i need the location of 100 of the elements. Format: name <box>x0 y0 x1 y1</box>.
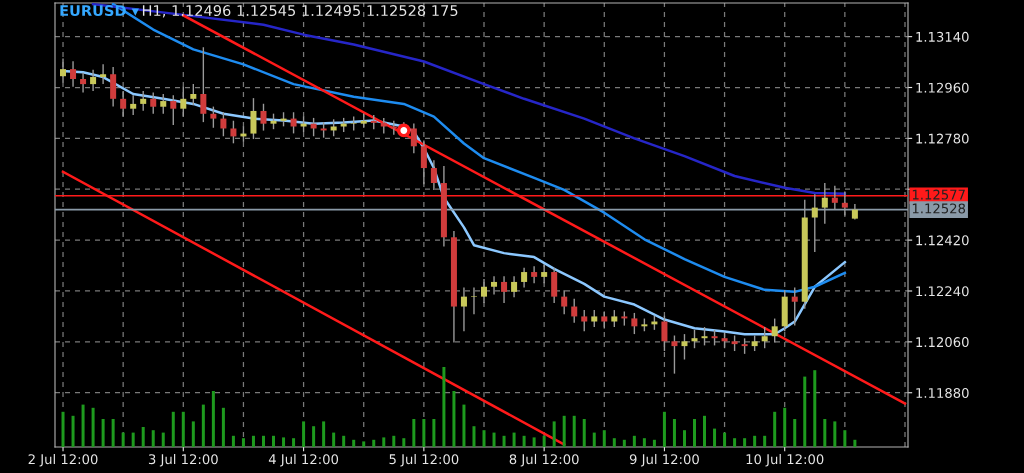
bar <box>823 419 827 447</box>
bar <box>472 426 476 447</box>
bar <box>723 432 727 447</box>
bar <box>312 426 316 447</box>
bar <box>512 432 516 447</box>
x-tick-label: 9 Jul 12:00 <box>629 453 699 467</box>
candlestick <box>210 106 217 128</box>
candlestick <box>100 64 107 84</box>
bar <box>672 419 676 447</box>
x-tick-label: 4 Jul 12:00 <box>268 453 339 467</box>
candlestick <box>481 278 488 303</box>
bar <box>542 435 546 447</box>
x-tick-label: 2 Jul 12:00 <box>28 453 98 467</box>
bar <box>682 430 686 447</box>
bar <box>602 430 606 447</box>
bar <box>592 432 596 447</box>
candlestick <box>230 120 237 144</box>
bar <box>412 419 416 447</box>
ref-line-label: 1.12528 <box>912 203 966 214</box>
candlestick <box>581 310 588 332</box>
bar <box>382 437 386 447</box>
bar <box>843 430 847 447</box>
bar <box>101 419 105 447</box>
bar <box>552 421 556 447</box>
bar <box>141 427 145 447</box>
candlestick <box>541 264 548 284</box>
bar <box>793 419 797 447</box>
candlestick <box>160 93 167 114</box>
bar <box>703 415 707 447</box>
candlestick <box>561 290 568 315</box>
candlestick <box>761 327 768 349</box>
ref-line-label: 1.12577 <box>912 189 965 200</box>
bar <box>362 441 366 447</box>
candlestick <box>140 91 147 111</box>
candlestick <box>501 276 508 303</box>
candlestick <box>521 267 528 288</box>
bar <box>632 435 636 447</box>
bar <box>191 421 195 447</box>
bar <box>482 430 486 447</box>
candlestick <box>661 315 668 352</box>
candlestick <box>831 185 838 210</box>
y-tick-label: 1.13140 <box>916 31 969 42</box>
bar <box>622 439 626 447</box>
bar <box>492 432 496 447</box>
bar <box>151 430 155 447</box>
bar <box>442 367 446 447</box>
candlestick <box>180 86 187 117</box>
bar <box>241 438 245 447</box>
bar <box>292 438 296 447</box>
bar <box>662 411 666 447</box>
bar <box>763 435 767 447</box>
candlestick <box>260 103 267 131</box>
bar <box>201 404 205 447</box>
y-tick-label: 1.11880 <box>916 387 969 398</box>
bar <box>111 419 115 447</box>
bar <box>642 438 646 447</box>
bar <box>713 428 717 447</box>
candlestick <box>791 287 798 326</box>
chart-title: EURUSD ▾ <box>60 5 139 17</box>
bar <box>251 435 255 447</box>
bar <box>522 435 526 447</box>
candlestick <box>631 312 638 335</box>
bar <box>61 411 65 447</box>
bar <box>813 370 817 447</box>
bar <box>272 435 276 447</box>
candlestick <box>511 276 518 298</box>
bar <box>753 435 757 447</box>
bar <box>261 435 265 447</box>
candlestick <box>170 95 177 125</box>
x-tick-label: 5 Jul 12:00 <box>389 453 459 467</box>
candlestick <box>811 194 818 253</box>
bar <box>211 391 215 447</box>
candlestick <box>430 160 437 190</box>
bar <box>282 437 286 447</box>
candlestick <box>531 266 538 284</box>
bar <box>693 419 696 447</box>
bar <box>562 415 566 447</box>
bar <box>352 439 356 447</box>
bar <box>81 404 85 447</box>
bar <box>652 439 656 447</box>
bar <box>91 407 95 447</box>
bar <box>181 411 185 447</box>
bar <box>171 411 175 447</box>
bar <box>773 411 777 447</box>
y-tick-label: 1.12780 <box>916 133 969 144</box>
bar <box>231 435 235 447</box>
bar <box>432 419 436 447</box>
candlestick <box>841 191 848 216</box>
bar <box>121 432 125 447</box>
bar <box>161 432 165 447</box>
y-tick-label: 1.12420 <box>916 235 969 246</box>
y-tick-label: 1.12060 <box>916 337 969 348</box>
bar <box>853 439 857 447</box>
bar <box>221 407 225 447</box>
candlestick <box>821 182 828 224</box>
candlestick <box>410 123 417 154</box>
x-tick-label: 3 Jul 12:00 <box>148 453 218 467</box>
candlestick <box>771 318 778 343</box>
candlestick <box>470 287 477 315</box>
bar <box>402 438 406 447</box>
